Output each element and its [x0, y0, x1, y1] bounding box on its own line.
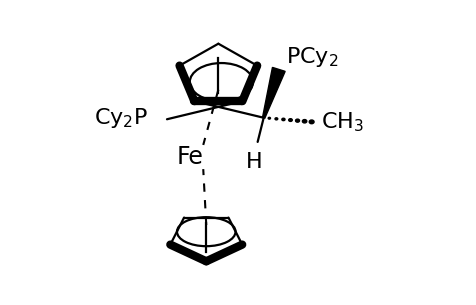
Text: CH$_3$: CH$_3$	[321, 110, 364, 134]
Ellipse shape	[275, 118, 278, 120]
Ellipse shape	[309, 120, 314, 124]
Ellipse shape	[289, 119, 292, 121]
Text: PCy$_2$: PCy$_2$	[287, 45, 339, 69]
Text: Fe: Fe	[176, 145, 203, 169]
Text: Cy$_2$P: Cy$_2$P	[94, 106, 149, 130]
Ellipse shape	[296, 119, 299, 122]
Polygon shape	[263, 67, 285, 118]
Text: H: H	[246, 152, 263, 173]
Ellipse shape	[268, 117, 270, 119]
Ellipse shape	[282, 118, 285, 121]
Ellipse shape	[302, 120, 307, 123]
